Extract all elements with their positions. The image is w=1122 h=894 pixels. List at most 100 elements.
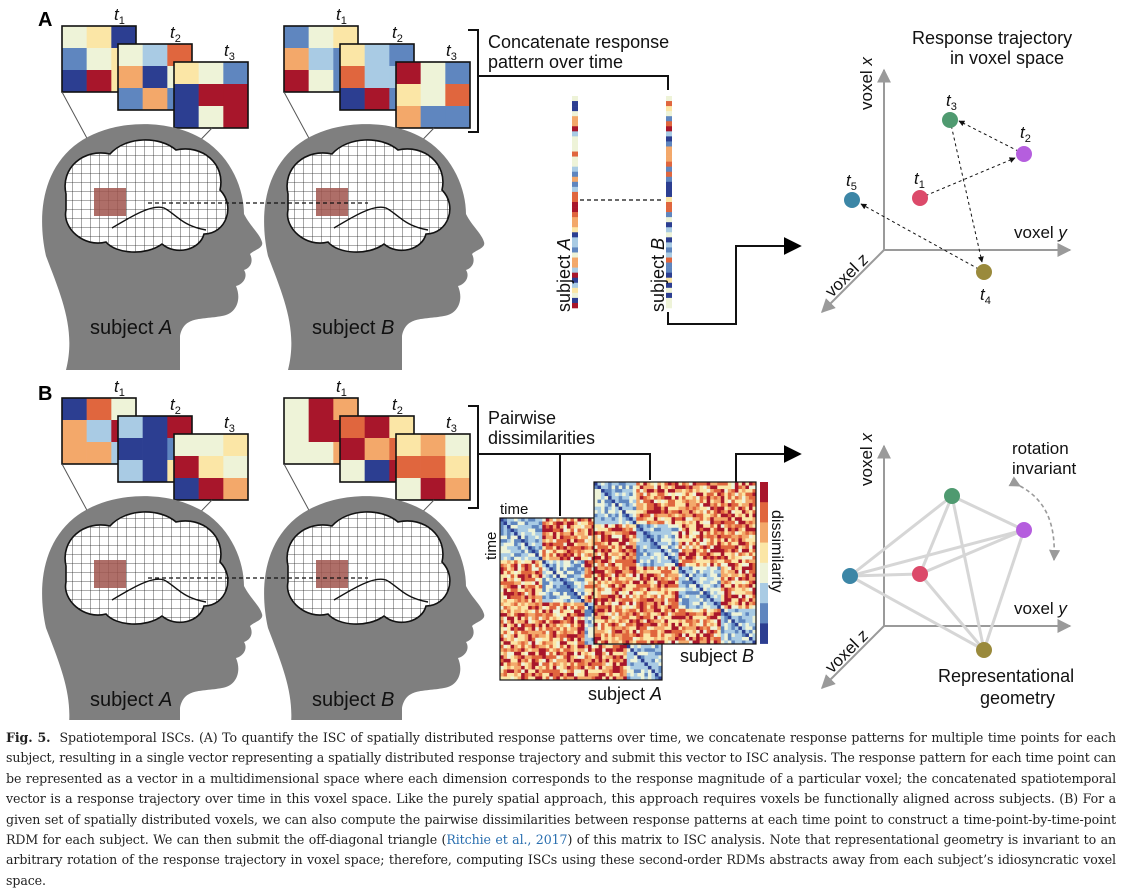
rdm-cell [741, 524, 746, 529]
rdm-cell [625, 489, 630, 493]
rdm-cell [510, 620, 515, 624]
traj-arrow [949, 119, 984, 263]
rdm-cell [538, 581, 543, 586]
rdm-cell [692, 489, 697, 493]
rdm-cell [559, 539, 564, 543]
rdm-cell [632, 492, 637, 497]
rdm-cell [608, 633, 612, 638]
rdm-cell [503, 623, 508, 628]
rdm-cell [731, 591, 736, 595]
rdm-cell [524, 563, 529, 568]
rdm-cell [667, 608, 672, 613]
rdm-cell [731, 520, 736, 525]
rdm-cell [653, 566, 658, 571]
rdm-cell [643, 534, 648, 539]
rdm-cell [510, 563, 515, 568]
rdm-cell [720, 534, 725, 539]
rdm-cell [566, 549, 571, 554]
rdm-cell [594, 608, 598, 613]
rdm-cell [608, 541, 612, 546]
rdm-cell [573, 641, 578, 646]
rdm-cell [535, 525, 540, 529]
rdm-cell [734, 482, 739, 486]
rdm-cell [678, 534, 683, 539]
rdm-cell [699, 559, 704, 564]
rdm-cell [748, 626, 753, 631]
vector-cell [666, 297, 672, 304]
rdm-cell [545, 535, 550, 540]
rdm-cell [556, 599, 561, 603]
rdm-cell [570, 627, 575, 631]
rdm-cell [618, 489, 623, 493]
rdm-cell [692, 636, 697, 641]
rdm-cell [724, 626, 729, 631]
rdm-cell [507, 676, 511, 681]
matrix-cell [62, 398, 87, 421]
rdm-cell [517, 609, 522, 614]
rdm-cell [629, 496, 634, 500]
rdm-cell [689, 629, 693, 634]
rdm-cell [660, 531, 665, 536]
rdm-cell [577, 525, 582, 529]
rdm-cell [703, 608, 707, 613]
rdm-cell [727, 577, 732, 581]
rdm-cell [643, 485, 648, 490]
rdm-cell [552, 609, 557, 614]
matrix-border [173, 61, 249, 129]
rdm-cell [682, 573, 686, 578]
rdm-cell [549, 665, 554, 670]
rdm-cell [752, 513, 757, 518]
rdm-cell [660, 633, 665, 638]
rdm-cell [741, 584, 746, 588]
brain-sulcus [111, 578, 207, 603]
rdm-cell [577, 613, 582, 617]
rdm-cell [625, 640, 630, 645]
rdm-cell [689, 506, 693, 511]
rdm-cell [517, 553, 522, 558]
rdm-cell [556, 591, 561, 596]
colorbar-segment [760, 583, 768, 604]
pairwise-label-line1: Pairwise [488, 408, 556, 428]
rdm-cell [503, 546, 508, 550]
rdm-cell [594, 584, 598, 588]
rdm-cell [699, 566, 704, 571]
rdm-cell [734, 559, 739, 564]
rdm-cell [651, 672, 656, 677]
rdm-cell [594, 619, 598, 624]
rdm-cell [703, 482, 707, 486]
rdm-cell [745, 485, 750, 490]
rdm-cell [745, 520, 750, 525]
rdm-cell [594, 520, 598, 525]
rdm-cell [608, 587, 612, 592]
rdm-cell [500, 672, 504, 677]
rdm-cell [535, 553, 540, 558]
rdm-cell [632, 594, 637, 599]
rdm-cell [643, 622, 648, 627]
rdm-cell [510, 577, 515, 582]
rdm-cell [577, 634, 582, 639]
rdm-cell [717, 615, 722, 620]
matrix-cell [86, 398, 112, 421]
rdm-cell [531, 676, 536, 681]
rdm-cell [658, 651, 663, 656]
rdm-cell [625, 563, 630, 567]
rdm-cell [545, 542, 550, 547]
rdm-cell [531, 644, 536, 649]
rdm-cell [528, 630, 532, 635]
rdm-cell [685, 485, 690, 490]
rdm-cell [752, 601, 757, 606]
rdm-cell [559, 549, 564, 554]
rdm-cell [625, 580, 630, 585]
rdm-cell [692, 520, 697, 525]
rdm-cell [675, 538, 679, 543]
rdm-cell [528, 556, 532, 561]
caption-citation-link[interactable]: Ritchie et al., 2017 [446, 832, 568, 848]
rdm-cell [745, 492, 750, 497]
matrix-cell [420, 106, 446, 129]
rdm-cell [632, 520, 637, 525]
rdm-cell [500, 613, 504, 617]
rdm-cell [521, 542, 525, 547]
rdm-cell [597, 584, 602, 588]
rdm-cell [556, 518, 561, 522]
rdm-cell [653, 608, 658, 613]
